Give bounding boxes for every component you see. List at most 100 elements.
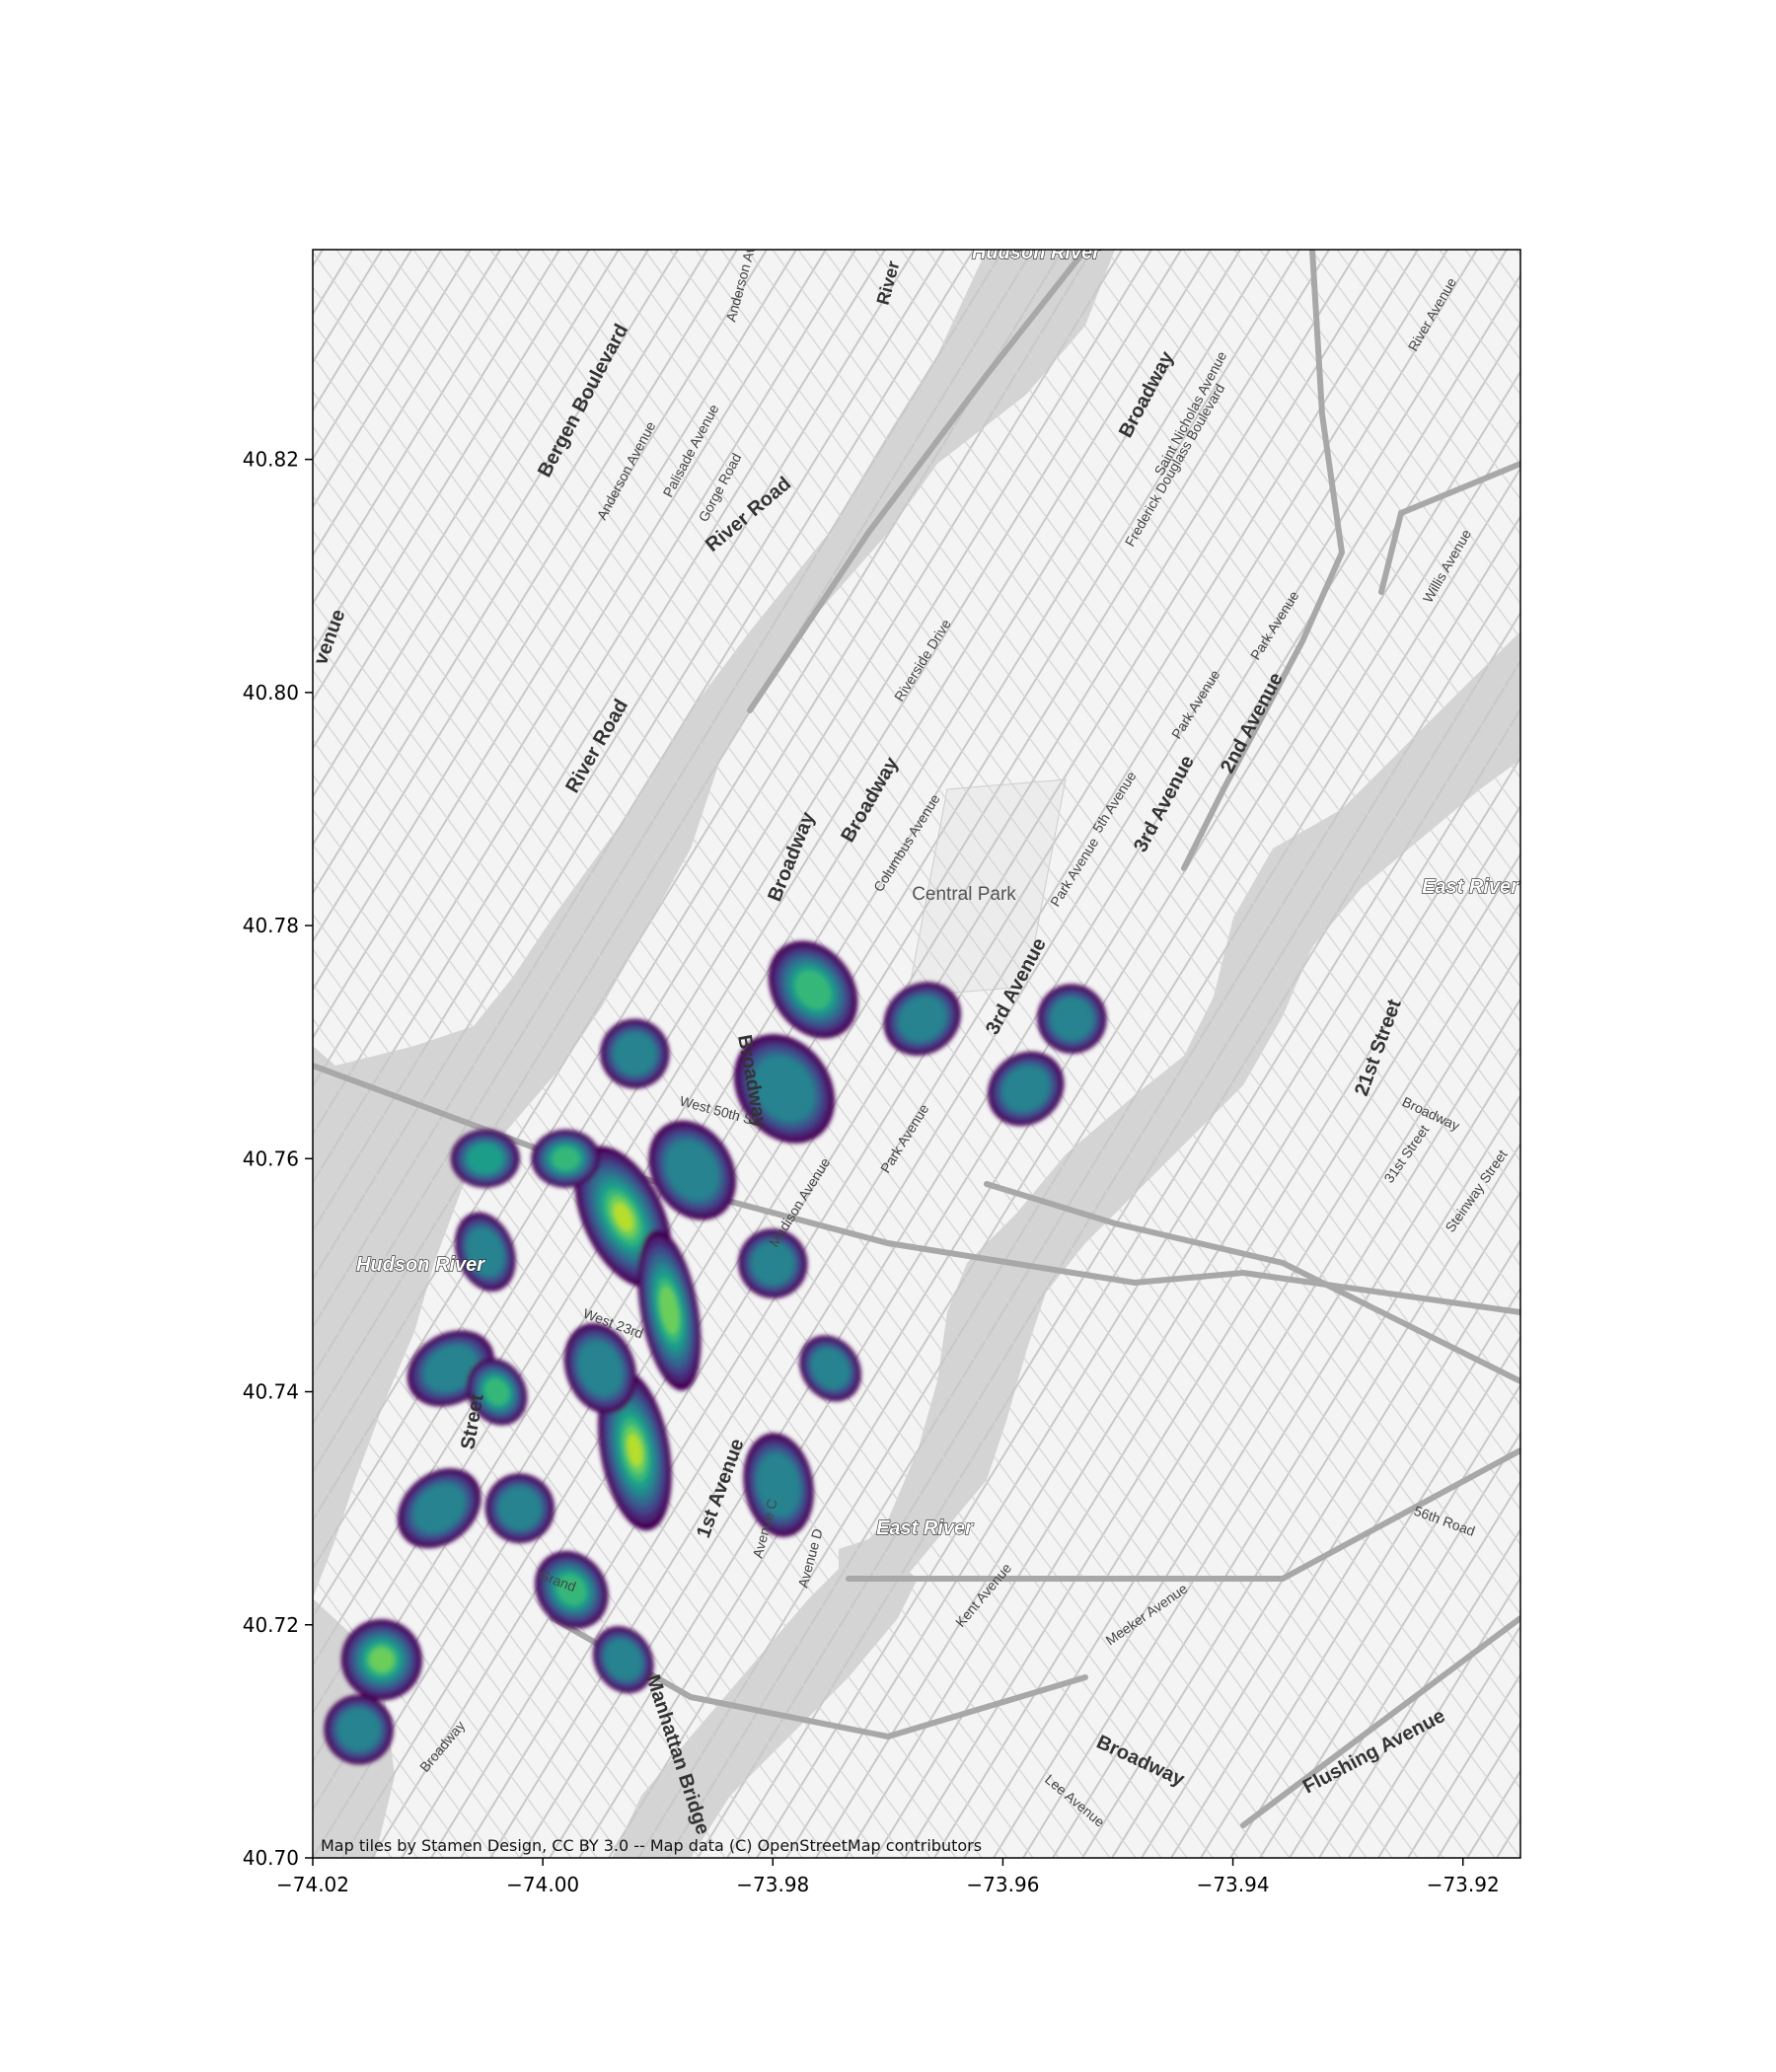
street-line — [695, 250, 1520, 1371]
street-line — [1696, 250, 1776, 1858]
density-contour — [1051, 998, 1093, 1040]
density-contour — [468, 1144, 503, 1174]
street-line — [1747, 250, 1776, 1858]
density-hotspot — [733, 1034, 835, 1144]
east-river — [839, 631, 1520, 1598]
density-hotspot — [592, 1626, 654, 1694]
density-contour — [484, 1377, 509, 1406]
street-line — [1028, 250, 1520, 919]
street-line — [0, 250, 175, 1858]
street-line — [1615, 250, 1776, 1858]
street-line — [313, 250, 1182, 1667]
street-line — [0, 250, 110, 1858]
axes-frame — [312, 249, 1521, 1859]
street-line — [1079, 250, 1520, 849]
street-line — [1259, 250, 1520, 605]
street-line — [669, 250, 1520, 1406]
street-line — [313, 250, 916, 1233]
density-hotspot — [799, 1335, 861, 1402]
density-hotspot — [1037, 984, 1107, 1054]
street-line — [925, 250, 1520, 1058]
street-line — [1568, 250, 1776, 1858]
x-tick-label: −73.98 — [736, 1873, 809, 1896]
density-hotspot — [648, 1120, 736, 1221]
density-hotspot — [768, 940, 858, 1039]
street-line — [1516, 250, 1520, 257]
density-contour — [666, 1140, 719, 1201]
street-line — [313, 1331, 701, 1858]
street-line — [313, 1017, 931, 1858]
street-line — [1556, 250, 1776, 1858]
street-line — [1490, 250, 1520, 291]
street-line — [1131, 250, 1520, 779]
street-line — [0, 250, 145, 1858]
density-hotspot — [738, 1228, 808, 1298]
density-hotspot — [450, 1129, 520, 1188]
street-line — [313, 739, 1137, 1858]
street-line — [313, 913, 1008, 1858]
street-line — [313, 250, 1093, 1522]
street-line — [667, 466, 1520, 1858]
street-line — [1496, 1816, 1520, 1858]
water-label-east-south: East River — [876, 1517, 974, 1539]
street-line — [0, 250, 234, 1858]
density-hotspot — [535, 1550, 609, 1629]
street-line — [746, 250, 1520, 1302]
street-line — [313, 1366, 675, 1858]
street-line — [951, 250, 1520, 1023]
density-contour — [794, 970, 832, 1009]
street-line — [592, 250, 1520, 1511]
street-line — [1289, 1479, 1520, 1858]
street-line — [361, 250, 1520, 1824]
x-tick-label: −74.02 — [276, 1873, 349, 1896]
density-hotspot — [466, 1358, 528, 1426]
density-contour — [811, 1348, 850, 1389]
street-line — [387, 250, 1520, 1790]
street-line — [1208, 250, 1520, 675]
y-tick-label: 40.70 — [243, 1846, 299, 1870]
density-contour — [556, 1574, 587, 1606]
street-line — [1229, 1382, 1520, 1858]
street-line — [977, 250, 1520, 989]
street-line — [1002, 250, 1520, 953]
street-line — [772, 250, 1520, 1267]
street-line — [815, 707, 1520, 1858]
street-line — [412, 250, 1520, 1755]
street-line — [1586, 250, 1776, 1858]
density-contour — [467, 1227, 504, 1276]
street-line — [823, 250, 1520, 1198]
street-line — [1542, 250, 1776, 1858]
street-line — [313, 1156, 829, 1858]
street-grid — [0, 250, 1776, 1858]
street-line — [1318, 1527, 1520, 1858]
street-line — [0, 250, 263, 1858]
street-line — [0, 250, 115, 1858]
street-line — [720, 250, 1520, 1337]
street-line — [313, 1296, 726, 1858]
street-line — [1619, 250, 1776, 1858]
density-hotspot — [340, 1619, 422, 1701]
street-line — [313, 250, 886, 1185]
street-line — [313, 530, 1291, 1858]
street-line — [1645, 250, 1776, 1858]
density-contour — [552, 1147, 580, 1171]
street-line — [313, 1436, 624, 1858]
street-line — [313, 703, 1162, 1858]
street-line — [849, 250, 1520, 1162]
density-contour — [899, 997, 946, 1041]
street-line — [933, 900, 1520, 1858]
street-line — [313, 250, 353, 317]
street-line — [0, 250, 238, 1858]
x-tick-label: −73.96 — [966, 1873, 1039, 1896]
density-hotspot — [563, 1322, 637, 1414]
y-tick-label: 40.74 — [243, 1380, 299, 1404]
street-line — [313, 250, 679, 848]
street-line — [874, 250, 1520, 1128]
street-line — [464, 250, 1520, 1685]
y-tick-label: 40.82 — [243, 448, 299, 472]
street-line — [313, 250, 590, 703]
street-line — [313, 1470, 598, 1858]
street-line — [313, 250, 531, 606]
street-line — [541, 250, 1520, 1581]
density-contour — [614, 1032, 656, 1075]
